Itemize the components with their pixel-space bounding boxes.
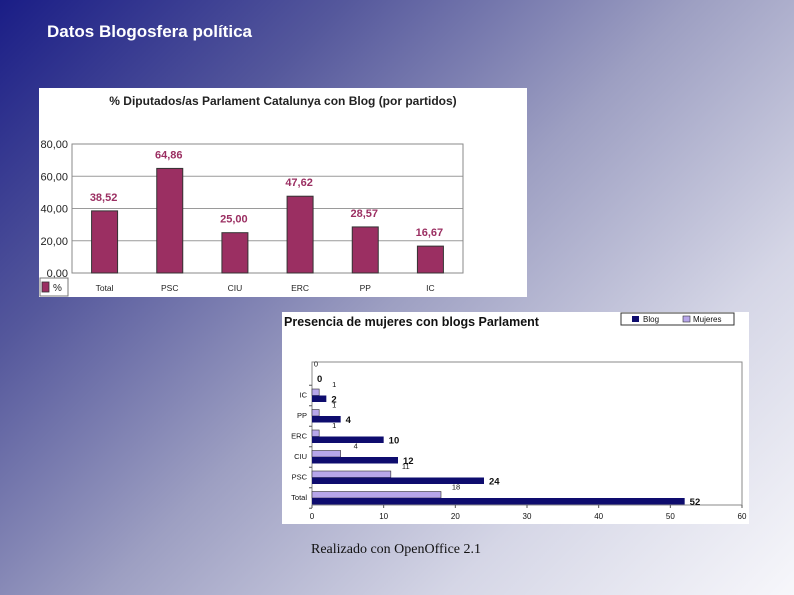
- legend-label-mujeres: Mujeres: [693, 315, 721, 324]
- bar-value-label-mujeres: 1: [332, 380, 336, 389]
- bar-blog: [312, 457, 398, 464]
- bar-value-label: 38,52: [90, 192, 118, 204]
- bar-total: [91, 210, 119, 274]
- y-tick-label: ERC: [291, 432, 307, 441]
- legend-label: %: [53, 283, 62, 294]
- bar-value-label: 47,62: [285, 177, 313, 189]
- bar-blog: [312, 416, 341, 423]
- legend-swatch: [41, 281, 50, 293]
- y-tick-label: 0,00: [47, 268, 68, 280]
- bar-value-label-blog: 52: [690, 497, 701, 508]
- y-tick-label: 40,00: [40, 204, 68, 216]
- bar-value-label: 25,00: [220, 214, 248, 226]
- y-tick-label: PP: [297, 411, 307, 420]
- bar-mujeres: [311, 450, 341, 458]
- legend-label-blog: Blog: [643, 315, 659, 324]
- bar-blog: [312, 395, 327, 402]
- bar-mujeres: [311, 429, 320, 437]
- bar-value-label-blog: 24: [489, 477, 500, 488]
- bar-blog: [312, 477, 484, 484]
- legend-swatch-blog: [632, 316, 639, 322]
- bar-value-label-mujeres: 11: [402, 462, 410, 471]
- bar-value-label-mujeres: 1: [332, 421, 336, 430]
- y-tick-label: IC: [300, 391, 308, 400]
- y-tick-label: PSC: [292, 473, 308, 482]
- bar-value-label-blog: 10: [389, 436, 400, 447]
- x-tick-label: CIU: [228, 283, 243, 293]
- x-tick-label: 30: [523, 512, 532, 521]
- y-tick-label: 20,00: [40, 236, 68, 248]
- bar-value-label-mujeres: 4: [354, 442, 358, 451]
- footer-note: Realizado con OpenOffice 2.1: [311, 542, 482, 557]
- bar-ciu: [221, 232, 249, 274]
- bar-blog: [312, 498, 685, 505]
- slide-title: Datos Blogosfera política: [47, 22, 252, 41]
- bar-value-label-mujeres: 18: [452, 483, 460, 492]
- x-tick-label: 50: [666, 512, 675, 521]
- x-tick-label: 40: [594, 512, 603, 521]
- bar-value-label-mujeres: 0: [314, 360, 318, 369]
- x-tick-label: ERC: [291, 283, 309, 293]
- bar-erc: [286, 195, 314, 274]
- bar-value-label: 28,57: [350, 208, 378, 220]
- chart-title: % Diputados/as Parlament Catalunya con B…: [109, 94, 456, 108]
- diputados-blog-chart: % Diputados/as Parlament Catalunya con B…: [39, 88, 527, 297]
- bar-blog: [312, 436, 384, 443]
- y-tick-label: 60,00: [40, 171, 68, 183]
- x-tick-label: PSC: [161, 283, 178, 293]
- bar-mujeres: [311, 491, 442, 499]
- mujeres-blog-chart: Presencia de mujeres con blogs Parlament…: [282, 312, 749, 524]
- bar-mujeres: [311, 388, 320, 396]
- x-tick-label: IC: [426, 283, 435, 293]
- y-tick-label: Total: [291, 493, 307, 502]
- bar-value-label-blog: 2: [331, 395, 336, 406]
- bar-value-label-blog: 4: [346, 415, 352, 426]
- x-tick-label: 0: [310, 512, 315, 521]
- bar-mujeres: [311, 470, 392, 478]
- x-tick-label: 10: [379, 512, 388, 521]
- bar-ic: [416, 245, 444, 274]
- legend-box: [620, 312, 735, 326]
- bar-value-label: 16,67: [416, 227, 444, 239]
- y-tick-label: 80,00: [40, 139, 68, 151]
- bar-psc: [156, 167, 184, 274]
- bar-value-label-blog: 0: [317, 374, 322, 385]
- chart-title: Presencia de mujeres con blogs Parlament: [284, 315, 540, 329]
- y-tick-label: CIU: [294, 452, 307, 461]
- x-tick-label: PP: [360, 283, 372, 293]
- bar-pp: [351, 226, 379, 274]
- bar-value-label-blog: 12: [403, 456, 414, 467]
- plot-area: [71, 143, 464, 274]
- legend-swatch-mujeres: [682, 315, 691, 323]
- x-tick-label: 20: [451, 512, 460, 521]
- x-tick-label: 60: [738, 512, 747, 521]
- x-tick-label: Total: [96, 283, 114, 293]
- bar-value-label-mujeres: 1: [332, 401, 336, 410]
- bar-value-label: 64,86: [155, 149, 183, 161]
- bar-mujeres: [311, 409, 320, 417]
